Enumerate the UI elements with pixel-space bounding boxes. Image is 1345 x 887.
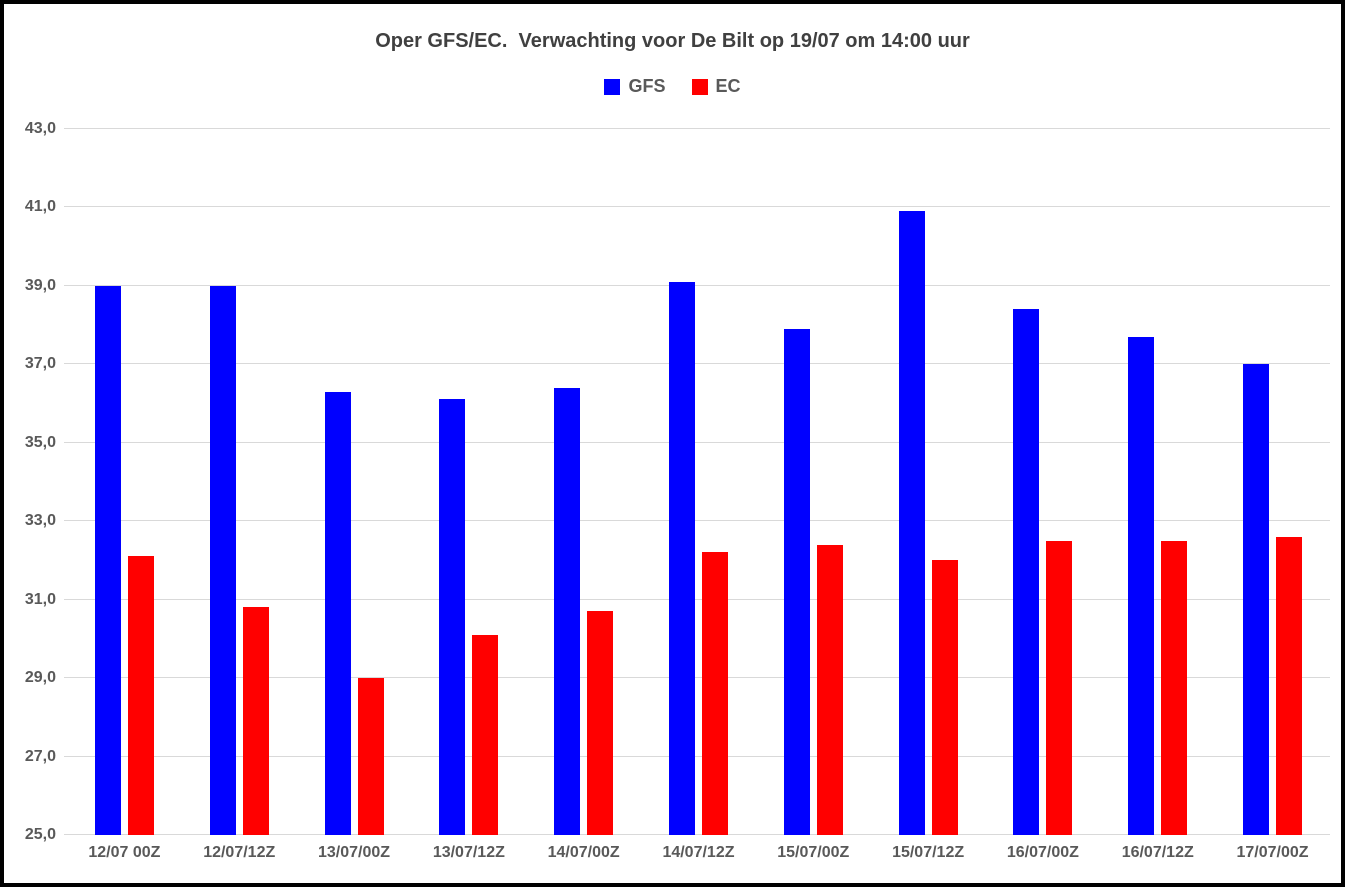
bar-group xyxy=(526,109,641,835)
x-tick-label: 14/07/12Z xyxy=(662,844,735,861)
gfs-bar xyxy=(1013,309,1040,835)
legend-item-gfs: GFS xyxy=(604,76,666,97)
gfs-bar xyxy=(324,391,351,835)
bar-groups xyxy=(67,109,1330,835)
y-tick-label: 39,0 xyxy=(24,276,56,294)
y-tick-label: 27,0 xyxy=(24,747,56,765)
legend: GFS EC xyxy=(4,76,1341,97)
ec-bar xyxy=(587,611,614,835)
y-axis: 25,0 27,0 29,0 31,0 33,0 35,0 37,0 39,0 41,0 43,0 xyxy=(4,109,60,843)
ec-bar xyxy=(1046,540,1073,835)
gridline xyxy=(64,755,1330,757)
y-tick-label: 37,0 xyxy=(24,355,56,373)
ec-bar xyxy=(357,678,384,835)
y-tick-label: 41,0 xyxy=(24,198,56,216)
bar-group xyxy=(756,109,871,835)
x-tick-label: 12/07/12Z xyxy=(203,844,276,861)
bar-group xyxy=(411,109,526,835)
ec-bar xyxy=(242,607,269,835)
x-tick-label: 14/07/00Z xyxy=(547,844,620,861)
ec-bar xyxy=(1276,536,1303,835)
ec-bar xyxy=(1161,540,1188,835)
x-tick-label: 16/07/00Z xyxy=(1006,844,1079,861)
x-tick-label: 12/07 00Z xyxy=(88,844,161,861)
gridline xyxy=(64,206,1330,208)
gridline xyxy=(64,598,1330,600)
bar-group xyxy=(871,109,986,835)
gfs-bar xyxy=(439,399,466,835)
gridline xyxy=(64,677,1330,679)
gfs-bar xyxy=(209,285,236,835)
x-tick-label: 13/07/00Z xyxy=(318,844,391,861)
bar-group xyxy=(1100,109,1215,835)
y-tick-label: 25,0 xyxy=(24,826,56,843)
gfs-swatch-icon xyxy=(604,78,621,95)
y-tick-label: 33,0 xyxy=(24,512,56,530)
gridline xyxy=(64,441,1330,443)
bar-group xyxy=(1215,109,1330,835)
y-tick-label: 43,0 xyxy=(24,119,56,137)
gfs-legend-label: GFS xyxy=(628,76,666,96)
bar-group xyxy=(297,109,412,835)
gridline xyxy=(64,834,1330,835)
ec-legend-label: EC xyxy=(715,76,741,96)
gfs-bar xyxy=(554,387,581,835)
x-axis: 12/07 00Z 12/07/12Z 13/07/00Z 13/07/12Z 14/0… xyxy=(67,844,1330,868)
ec-swatch-icon xyxy=(691,78,708,95)
ec-bar xyxy=(816,544,843,835)
legend-item-ec: EC xyxy=(691,76,741,97)
y-tick-label: 29,0 xyxy=(24,669,56,687)
x-tick-label: 13/07/12Z xyxy=(432,844,505,861)
gridline xyxy=(64,520,1330,522)
gfs-bar xyxy=(1128,336,1155,835)
gridline xyxy=(64,363,1330,365)
gfs-bar xyxy=(668,281,695,835)
bar-group xyxy=(182,109,297,835)
bar-group xyxy=(67,109,182,835)
y-tick-label: 31,0 xyxy=(24,590,56,608)
bar-group xyxy=(641,109,756,835)
x-tick-label: 15/07/12Z xyxy=(892,844,965,861)
gridline xyxy=(64,127,1330,129)
gfs-bar xyxy=(1243,364,1270,835)
gfs-bar xyxy=(94,285,121,835)
y-tick-label: 35,0 xyxy=(24,433,56,451)
ec-bar xyxy=(701,552,728,835)
x-tick-label: 17/07/00Z xyxy=(1236,844,1309,861)
ec-bar xyxy=(127,556,154,835)
x-tick-label: 16/07/12Z xyxy=(1121,844,1194,861)
ec-bar xyxy=(931,560,958,835)
ec-bar xyxy=(472,634,499,835)
gfs-bar xyxy=(898,211,925,835)
gridline xyxy=(64,284,1330,286)
x-tick-label: 15/07/00Z xyxy=(777,844,850,861)
chart-title: Oper GFS/EC. Verwachting voor De Bilt op… xyxy=(375,30,970,52)
gfs-bar xyxy=(783,328,810,835)
plot-area xyxy=(64,109,1330,835)
bar-group xyxy=(986,109,1101,835)
